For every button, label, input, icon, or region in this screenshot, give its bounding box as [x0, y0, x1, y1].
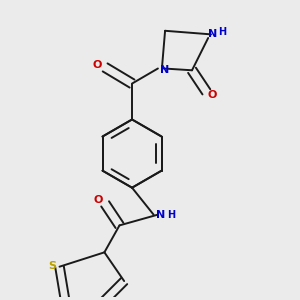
- Text: S: S: [48, 261, 56, 271]
- Text: H: H: [218, 26, 226, 37]
- Text: N: N: [160, 65, 169, 75]
- Text: O: O: [94, 195, 103, 205]
- Text: N: N: [208, 29, 217, 39]
- Text: H: H: [167, 210, 175, 220]
- Text: O: O: [207, 90, 216, 100]
- Text: O: O: [92, 59, 102, 70]
- Text: N: N: [156, 210, 165, 220]
